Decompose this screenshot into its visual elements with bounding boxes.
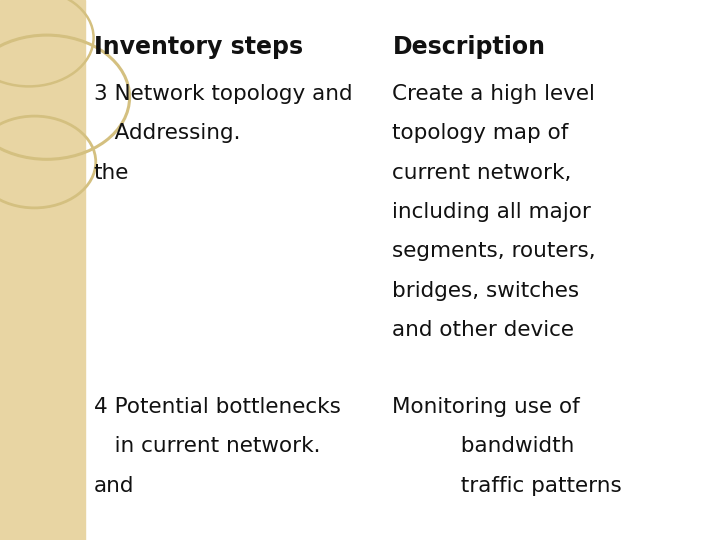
Text: topology map of: topology map of bbox=[392, 123, 569, 143]
Text: and other device: and other device bbox=[392, 320, 575, 340]
Text: 4 Potential bottlenecks: 4 Potential bottlenecks bbox=[94, 397, 341, 417]
Text: segments, routers,: segments, routers, bbox=[392, 241, 596, 261]
Text: and: and bbox=[94, 476, 134, 496]
Text: 3 Network topology and: 3 Network topology and bbox=[94, 84, 352, 104]
Text: Create a high level: Create a high level bbox=[392, 84, 595, 104]
Text: traffic patterns: traffic patterns bbox=[392, 476, 622, 496]
Text: Addressing.: Addressing. bbox=[94, 123, 240, 143]
Text: in current network.: in current network. bbox=[94, 436, 320, 456]
Text: Monitoring use of: Monitoring use of bbox=[392, 397, 580, 417]
Text: current network,: current network, bbox=[392, 163, 572, 183]
Text: bandwidth: bandwidth bbox=[392, 436, 575, 456]
Text: the: the bbox=[94, 163, 129, 183]
Text: including all major: including all major bbox=[392, 202, 591, 222]
Text: Description: Description bbox=[392, 35, 546, 59]
Text: bridges, switches: bridges, switches bbox=[392, 281, 580, 301]
Bar bbox=[0, 0, 85, 540]
Text: Inventory steps: Inventory steps bbox=[94, 35, 302, 59]
